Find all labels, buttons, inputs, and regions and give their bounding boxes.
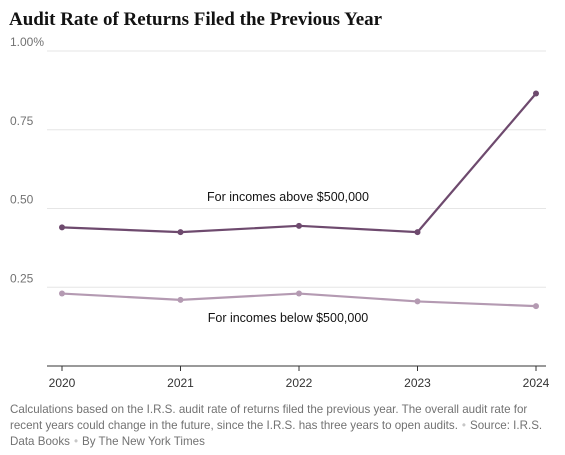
series-label-above: For incomes above $500,000 [207, 190, 369, 204]
data-point [59, 290, 65, 297]
data-point [177, 296, 184, 303]
footer-separator-1: • [461, 419, 466, 432]
chart-title: Audit Rate of Returns Filed the Previous… [9, 9, 383, 30]
data-point [59, 224, 65, 231]
series-labels: For incomes above $500,000 For incomes b… [207, 190, 369, 325]
gridlines: 0.25 0.50 0.75 1.00% [10, 35, 546, 288]
x-tick-label: 2024 [523, 376, 550, 390]
series-layer [59, 90, 539, 310]
x-axis: 2020 2021 2022 2023 2024 [47, 365, 550, 390]
y-tick-label: 1.00% [10, 35, 44, 49]
footer-note: Calculations based on the I.R.S. audit r… [10, 403, 528, 432]
data-point [533, 90, 539, 97]
y-tick-label: 0.75 [10, 114, 34, 128]
y-tick-label: 0.50 [10, 193, 34, 207]
series-line [61, 92, 537, 234]
data-point [296, 290, 302, 297]
data-point [296, 222, 302, 229]
data-point [177, 229, 184, 236]
footer-source: Source: I.R.S. Data Books [10, 419, 543, 448]
footer-credit: By The New York Times [82, 435, 205, 448]
data-point [533, 303, 539, 310]
chart-footer: Calculations based on the I.R.S. audit r… [10, 402, 555, 450]
data-point [414, 298, 421, 305]
x-tick-label: 2021 [167, 376, 194, 390]
y-tick-label: 0.25 [10, 271, 34, 285]
line-chart: 0.25 0.50 0.75 1.00% 2020 2021 2022 2023 2024 F… [10, 35, 550, 390]
x-tick-label: 2022 [286, 376, 313, 390]
x-tick-label: 2023 [404, 376, 431, 390]
x-tick-label: 2020 [49, 376, 76, 390]
footer-separator-2: • [73, 435, 78, 448]
series-label-below: For incomes below $500,000 [208, 311, 369, 325]
data-point [414, 229, 421, 236]
